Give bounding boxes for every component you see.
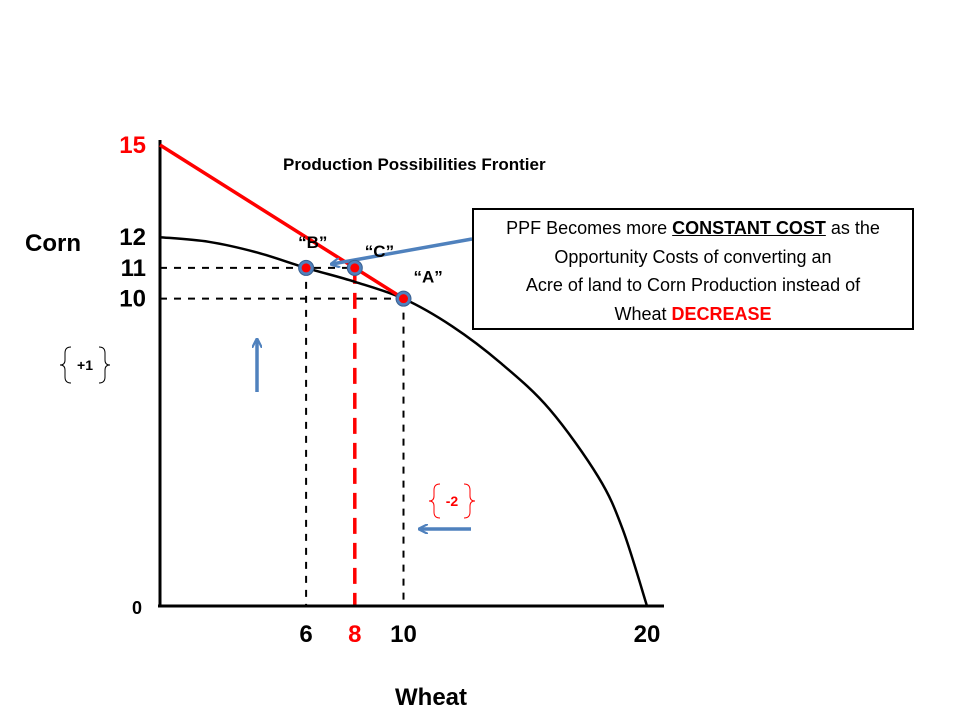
y-tick-0: 0 [132,598,142,618]
callout-emphasis-constant-cost: CONSTANT COST [672,218,826,238]
corn-brace-left [59,346,72,384]
callout-line-4: Wheat DECREASE [474,300,912,329]
callout-line-1-pre: PPF Becomes more [506,218,673,238]
wheat-brace-left [428,483,441,519]
ppf-curve [159,235,649,607]
x-tick-10: 10 [390,621,417,648]
chart-title: Production Possibilities Frontier [283,155,546,174]
point-label-b: “B” [298,233,327,252]
wheat-change-label: -2 [446,493,459,509]
guide-lines [160,266,405,606]
callout-arrow [332,237,473,264]
callout-line-1: PPF Becomes more CONSTANT COST as the [474,214,912,243]
y-tick-11: 11 [121,255,146,282]
constant-cost-line [159,143,405,301]
callout-line-2: Opportunity Costs of converting an [554,246,832,267]
point-label-c: “C” [365,242,394,261]
x-tick-8: 8 [348,621,361,648]
callout-line-4-pre: Wheat [614,303,672,324]
x-tick-20: 20 [634,621,661,648]
corn-brace-right [98,346,111,384]
callout-box: PPF Becomes more CONSTANT COST as the Op… [472,208,914,330]
corn-change-label: +1 [77,357,93,373]
callout-emphasis-decrease: DECREASE [671,303,772,324]
axes [158,140,664,608]
point-b-center [301,263,311,273]
tick-labels: 6 8 10 20 0 10 11 12 15 [119,132,660,648]
point-label-a: “A” [414,268,443,287]
wheat-brace-right [463,483,476,519]
point-c-center [350,263,360,273]
x-tick-6: 6 [299,621,312,648]
point-a-center [399,294,408,304]
y-tick-15: 15 [119,132,146,159]
y-tick-10: 10 [119,286,146,313]
callout-line-3: Acre of land to Corn Production instead … [525,275,861,295]
y-axis-title: Corn [25,230,81,257]
series [159,143,649,607]
x-axis-title: Wheat [395,684,467,711]
arrows [257,237,473,529]
y-tick-12: 12 [119,224,146,251]
corn-change-brace: +1 [59,346,111,384]
wheat-change-brace: -2 [428,483,476,519]
callout-line-1-post: as the [825,218,880,238]
points: “A” “B” “C” [298,233,443,307]
